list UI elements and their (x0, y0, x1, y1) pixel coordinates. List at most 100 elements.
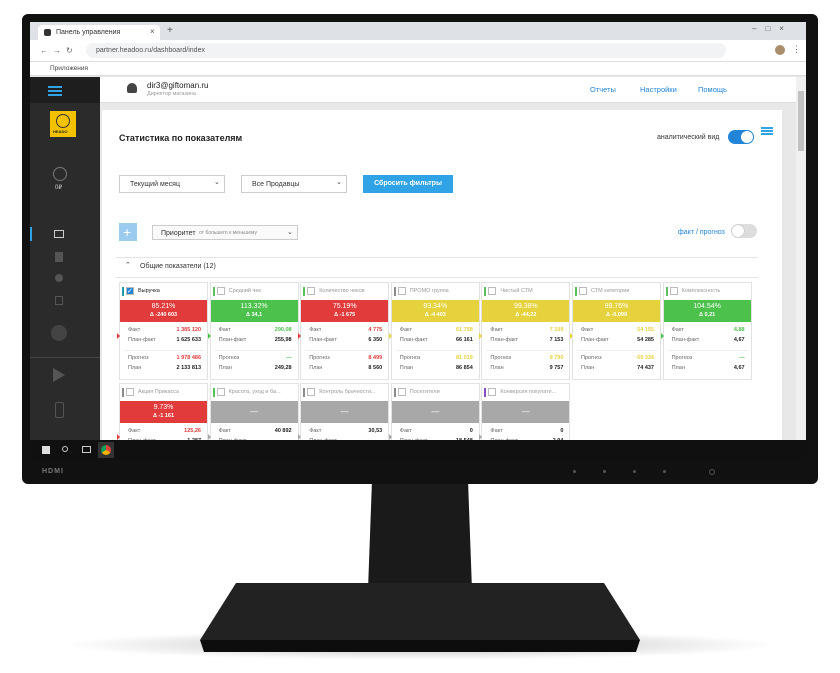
card-checkbox[interactable] (488, 287, 497, 295)
balance-icon[interactable] (53, 167, 67, 181)
card-checkbox[interactable] (397, 388, 406, 396)
window-controls[interactable]: –□× (752, 24, 793, 33)
url: partner.headoo.ru/dashboard/index (96, 47, 205, 54)
balance: 0₽ (55, 185, 63, 191)
row-label: Факт (128, 327, 141, 333)
row-label: Факт (490, 428, 503, 434)
card-checkbox[interactable] (397, 287, 406, 295)
task-view[interactable] (82, 446, 91, 453)
kpi-card[interactable]: Количество чеков 75.19% Δ -1 675 Факт 4 775 П… (298, 282, 390, 380)
card-checkbox[interactable] (216, 287, 225, 295)
new-tab[interactable]: + (167, 25, 173, 36)
row-label: План (399, 365, 414, 371)
filter-select[interactable]: Текущий месяц ⌄ (119, 175, 225, 193)
row-value: 61 758 (455, 327, 473, 333)
sidebar-toggle[interactable] (48, 86, 62, 88)
kpi-card[interactable]: Средний чек 113.32% Δ 34,1 Факт 290,08 План-ф… (207, 282, 299, 380)
stand-neck (368, 480, 472, 590)
kpi-card[interactable]: СТМ категории 99.76% Δ -0,099 Факт 54 155 Пла… (570, 282, 661, 380)
view-toggle[interactable] (728, 130, 754, 144)
kpi-card[interactable]: ПРОМО группа 93.34% Δ -4 403 Факт 61 758 План… (388, 282, 480, 380)
search-button[interactable] (62, 446, 68, 452)
nav-calendar[interactable] (55, 296, 63, 305)
user-email[interactable]: dir3@giftoman.ru (147, 81, 209, 90)
nav-dashboard[interactable] (54, 230, 64, 238)
card-checkbox[interactable] (579, 287, 587, 295)
filter-select[interactable]: Все Продавцы ⌄ (241, 175, 347, 193)
kpi-card[interactable]: ✓ Выручка 85.21% Δ -240 603 Факт 1 385 120 Пла… (117, 282, 208, 380)
sort-select[interactable]: Приоритет от большего к меньшему ⌄ (152, 225, 298, 240)
card-checkbox[interactable]: ✓ (126, 287, 134, 295)
tab-close[interactable]: × (150, 27, 155, 36)
add-button[interactable]: + (119, 223, 137, 241)
nav-link[interactable]: Помощь (698, 85, 727, 94)
row-label: Факт (128, 428, 141, 434)
card-checkbox[interactable] (488, 388, 497, 396)
tab[interactable]: Панель управления × (38, 25, 160, 40)
card-accent (303, 388, 306, 397)
nav-buttons[interactable]: ←→↻ (40, 46, 78, 55)
card-percent: 9.73% (153, 404, 174, 411)
row-label: Факт (218, 327, 231, 333)
card-delta: Δ -1 161 (152, 413, 175, 419)
menu[interactable]: ⋮ (792, 44, 801, 54)
row-value: 8 499 (368, 355, 383, 361)
user-icon (127, 83, 137, 93)
panel: Статистика по показателям аналитический … (102, 110, 782, 460)
row-value: 9 757 (549, 365, 564, 371)
card-checkbox[interactable] (307, 287, 316, 295)
card-arrow (207, 434, 211, 440)
row-value: 69 334 (637, 355, 654, 361)
card-delta: Δ -240 603 (149, 312, 178, 318)
nav-play[interactable] (52, 367, 66, 383)
card-title: Количество чеков (319, 288, 365, 294)
row-value: 4,88 (733, 327, 745, 333)
card-title: ПРОМО группа (409, 288, 449, 294)
card-percent: 113.32% (240, 303, 268, 310)
reset-label: Сбросить фильтры (374, 180, 442, 187)
row-label: План-факт (128, 337, 156, 343)
card-checkbox[interactable] (307, 388, 316, 396)
fact-forecast-toggle[interactable] (731, 224, 757, 238)
chrome-task[interactable] (98, 442, 114, 458)
panel-menu[interactable] (761, 127, 773, 129)
row-divider (577, 350, 657, 351)
kpi-card[interactable]: Комплексность 104.54% Δ 0,21 Факт 4,88 План-ф… (660, 282, 752, 380)
card-delta: Δ -1 675 (334, 312, 356, 318)
row-divider (667, 350, 748, 351)
card-title: Контроль брачности... (319, 389, 376, 395)
kpi-card[interactable]: Чистый СТМ 99.38% Δ -44,22 Факт 7 109 План-фа… (479, 282, 571, 380)
nav-link[interactable]: Отчеты (590, 85, 616, 94)
card-accent (212, 287, 215, 296)
reset-button[interactable]: Сбросить фильтры (363, 175, 453, 193)
nav-mobile[interactable] (55, 402, 64, 418)
bookmark[interactable]: Приложения (50, 65, 89, 72)
row-label: План (490, 365, 504, 371)
logo[interactable]: HEADO (50, 111, 76, 137)
card-arrow (570, 333, 573, 339)
row-divider (486, 350, 567, 351)
card-arrow (479, 333, 483, 339)
row-label: Факт (399, 428, 413, 434)
nav-download[interactable] (51, 325, 67, 341)
row-label: Факт (581, 327, 594, 333)
card-arrow (660, 333, 664, 339)
group-title[interactable]: Общие показатели (12) (140, 263, 216, 270)
row-value: 54 155 (637, 327, 654, 333)
card-checkbox[interactable] (216, 388, 225, 396)
group-chevron[interactable]: ⌃ (125, 262, 131, 269)
row-value: 86 854 (455, 365, 473, 371)
scrollbar[interactable] (796, 77, 806, 440)
profile-avatar[interactable] (775, 45, 785, 55)
nav-docs[interactable] (55, 252, 63, 262)
start-button[interactable] (42, 446, 50, 454)
nav-users[interactable] (55, 274, 63, 282)
address-bar[interactable]: partner.headoo.ru/dashboard/index (86, 43, 726, 58)
row-value: 4 775 (368, 327, 383, 333)
card-checkbox[interactable] (126, 388, 134, 396)
nav-link[interactable]: Настройки (640, 85, 677, 94)
card-checkbox[interactable] (669, 287, 678, 295)
card-delta: Δ -4 403 (424, 312, 446, 318)
